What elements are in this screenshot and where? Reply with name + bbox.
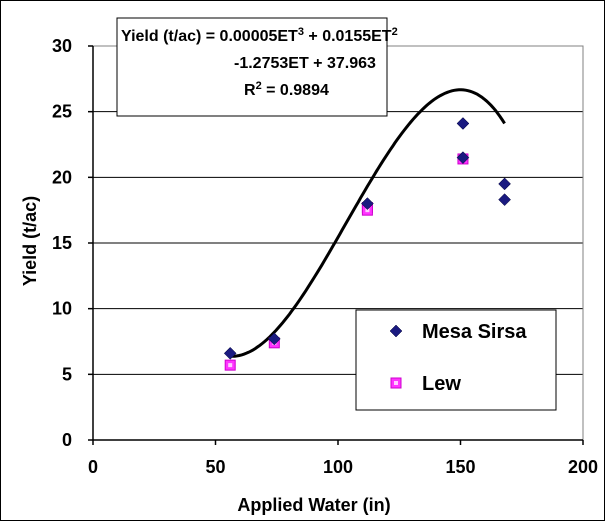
data-point-mesa-sirsa: [223, 346, 237, 360]
x-tick-label: 150: [445, 457, 475, 477]
data-point-lew: [224, 359, 236, 371]
y-tick-labels: 0 5 10 15 20 25 30: [52, 36, 72, 450]
x-tick-label: 50: [205, 457, 225, 477]
y-tick-label: 30: [52, 36, 72, 56]
data-point-mesa-sirsa: [498, 177, 511, 191]
legend: Mesa Sirsa Lew: [355, 309, 557, 411]
y-tick-label: 10: [52, 299, 72, 319]
data-point-mesa-sirsa: [456, 151, 470, 164]
equation-line-1: Yield (t/ac) = 0.00005ET3 + 0.0155ET2: [121, 26, 398, 45]
y-tick-label: 5: [62, 364, 72, 384]
data-point-mesa-sirsa: [361, 197, 374, 210]
equation-box-frame: [116, 17, 388, 117]
marker-square-inner: [394, 381, 398, 385]
axes: [88, 45, 584, 445]
data-point-mesa-sirsa: [456, 117, 470, 130]
marker-square-inner: [365, 208, 370, 213]
data-point-mesa-sirsa: [267, 332, 281, 346]
x-tick-label: 0: [88, 457, 98, 477]
marker-square-inner: [228, 363, 233, 368]
y-tick-label: 15: [52, 233, 72, 253]
data-point-mesa-sirsa: [498, 193, 511, 207]
legend-frame: [355, 309, 557, 411]
x-tick-labels: 0 50 100 150 200: [88, 457, 598, 477]
r-squared: R2 = 0.9894: [244, 80, 329, 99]
y-tick-label: 25: [52, 102, 72, 122]
x-axis-title: Applied Water (in): [237, 495, 390, 515]
legend-label: Mesa Sirsa: [422, 321, 527, 343]
legend-marker-lew: [390, 377, 402, 389]
equation-box: Yield (t/ac) = 0.00005ET3 + 0.0155ET2 -1…: [116, 17, 398, 117]
data-markers: [223, 117, 511, 371]
x-tick-label: 100: [323, 457, 353, 477]
y-axis-title: Yield (t/ac): [20, 196, 40, 286]
y-tick-label: 20: [52, 167, 72, 187]
x-tick-label: 200: [568, 457, 598, 477]
legend-marker-mesa-sirsa: [389, 324, 403, 338]
trendline: [230, 88, 506, 358]
legend-label: Lew: [422, 373, 461, 395]
y-tick-label: 0: [62, 430, 72, 450]
equation-line-2: -1.2753ET + 37.963: [234, 55, 376, 72]
